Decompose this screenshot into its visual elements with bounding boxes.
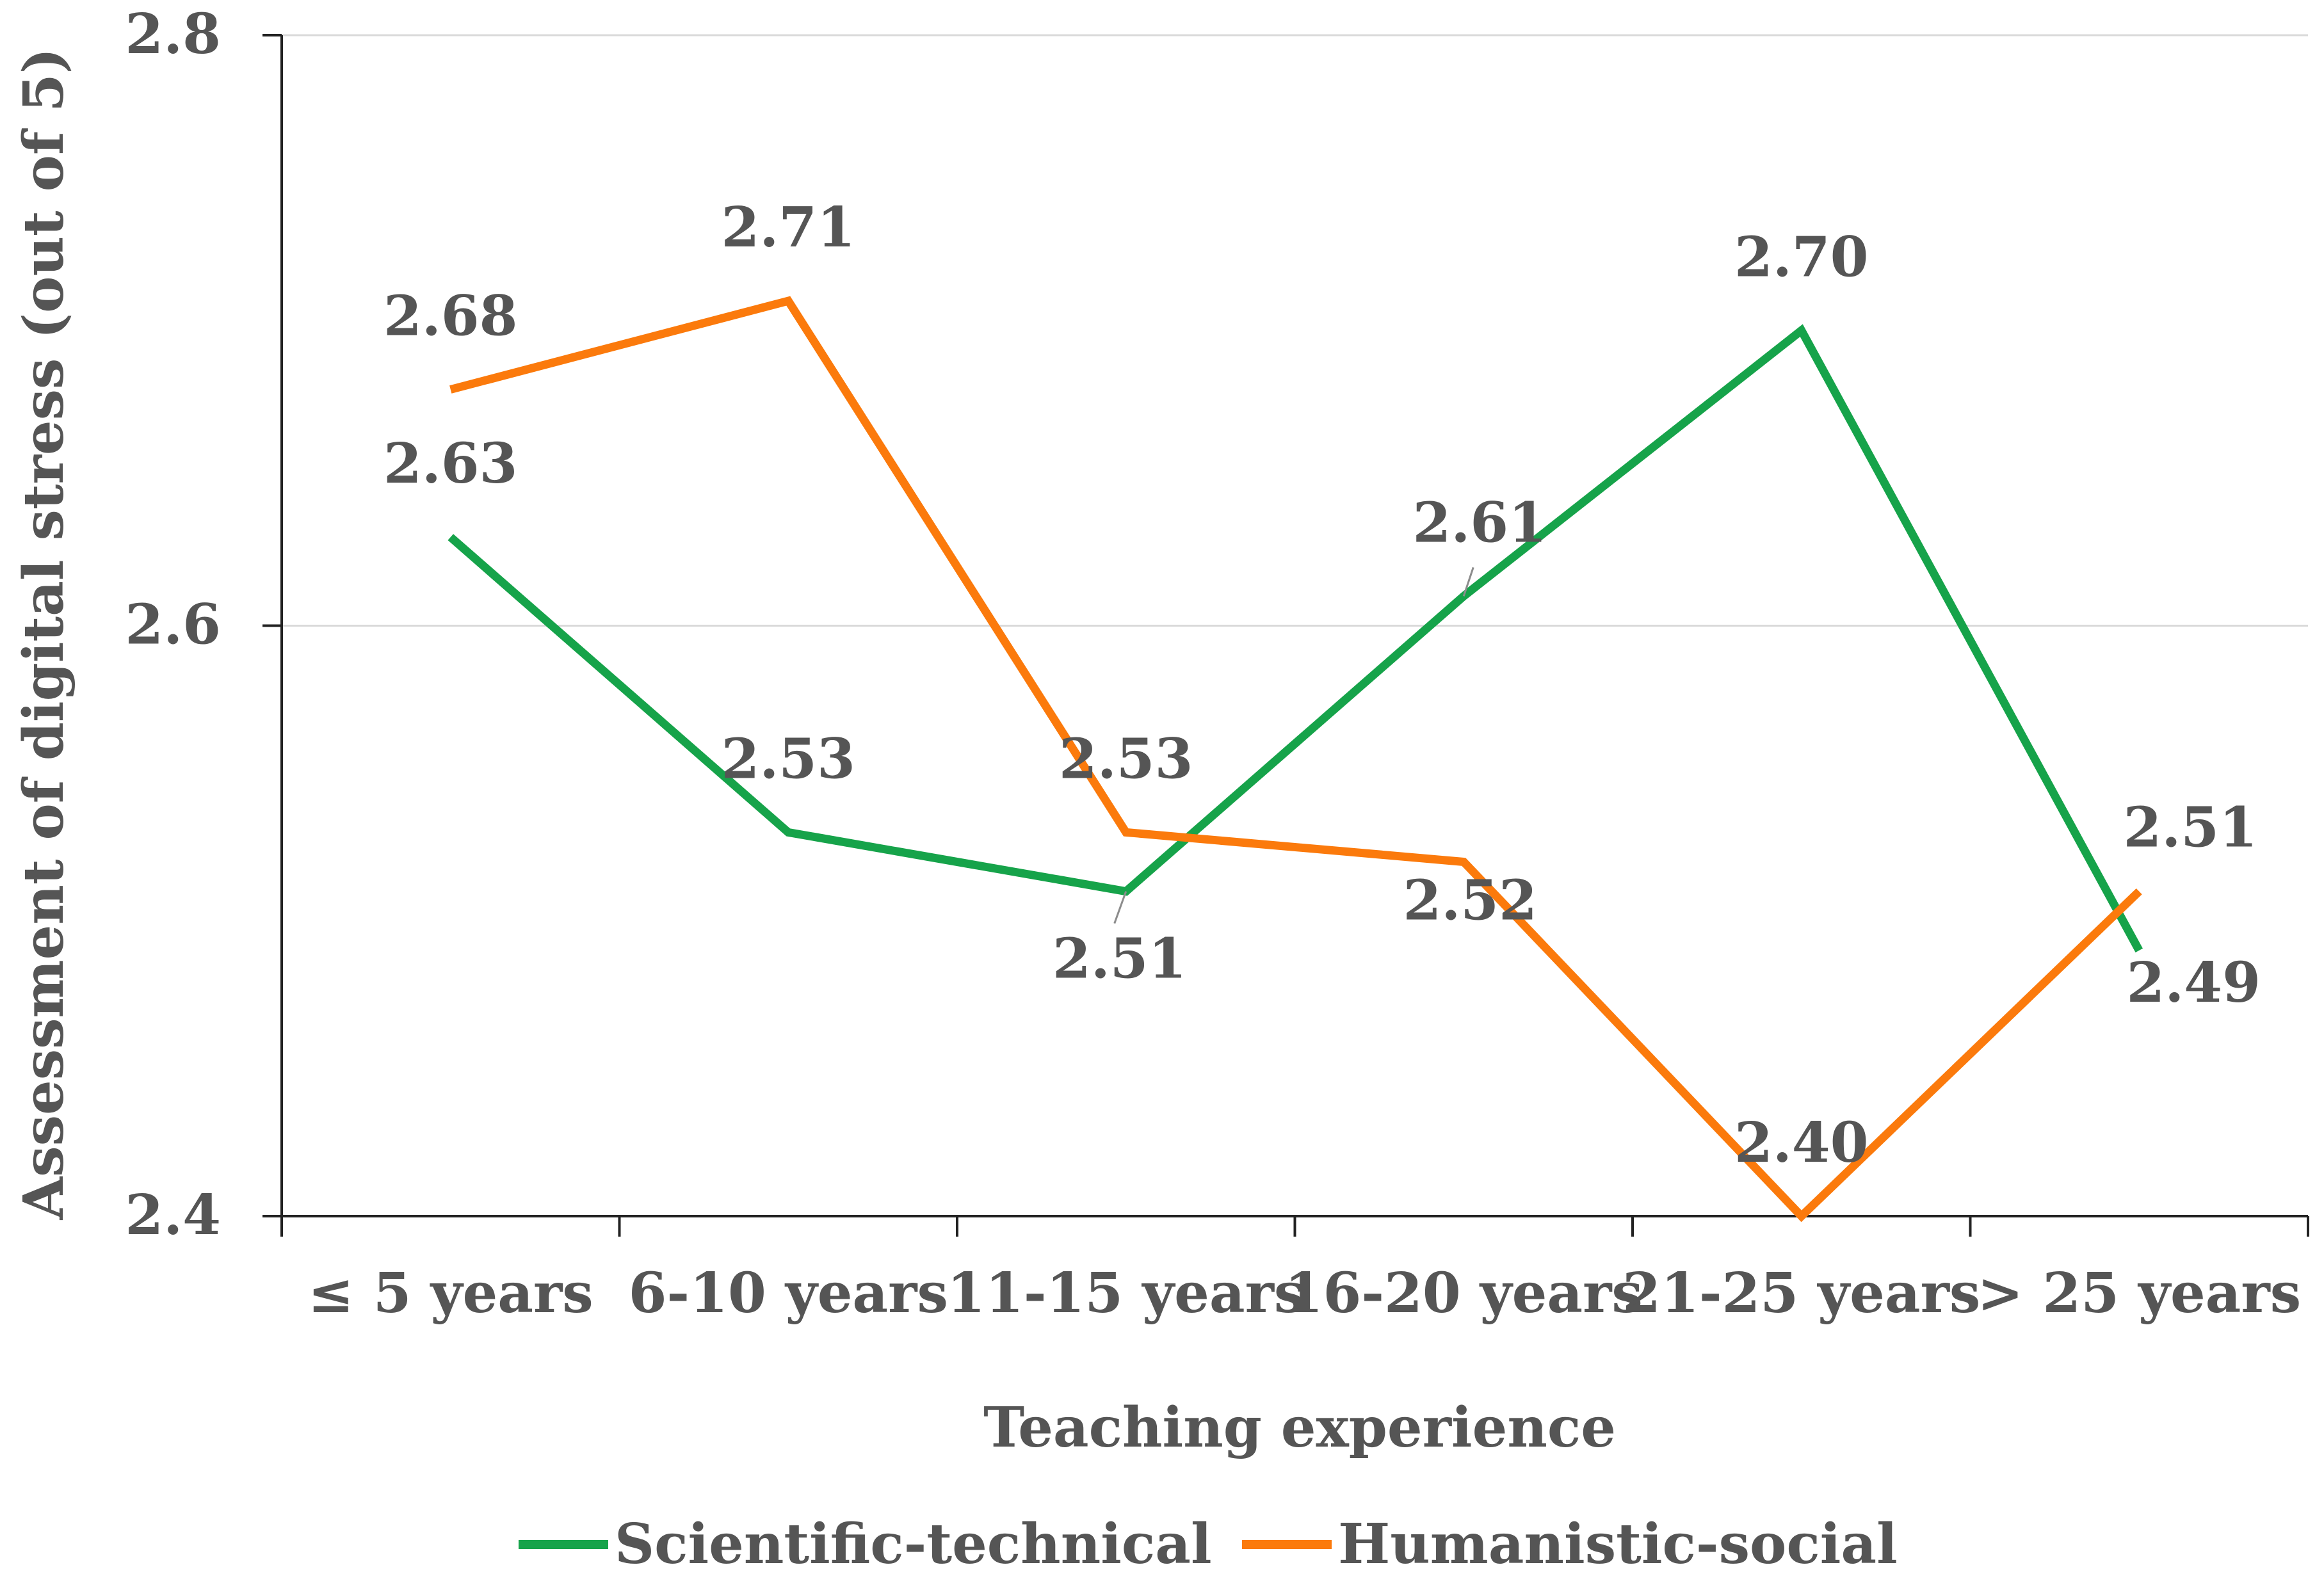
y-tick-label: 2.4 bbox=[125, 1183, 221, 1248]
x-axis-title: Teaching experience bbox=[983, 1395, 1616, 1460]
legend-label-scientific-technical: Scientific-technical bbox=[615, 1512, 1212, 1577]
legend-label-humanistic-social: Humanistic-social bbox=[1338, 1512, 1898, 1577]
data-labels: 2.63 2.53 2.51 2.61 2.70 2.49 2.68 2.71 2.53 2.52… bbox=[383, 195, 2261, 1175]
data-label-scientific-technical-1: 2.53 bbox=[722, 726, 855, 791]
x-tick-label-25-years: > 25 years bbox=[1977, 1261, 2301, 1326]
x-tick-label-21-25-years: 21-25 years bbox=[1622, 1261, 1980, 1326]
data-label-scientific-technical-3: 2.61 bbox=[1413, 490, 1547, 555]
label-leader-line bbox=[1113, 891, 1127, 924]
data-label-scientific-technical-5: 2.49 bbox=[2127, 951, 2261, 1015]
y-axis-title: Assessment of digital stress (out of 5) bbox=[12, 48, 76, 1221]
x-tick-label-6-10-years: 6-10 years bbox=[629, 1261, 948, 1326]
data-label-humanistic-social-2: 2.53 bbox=[1059, 726, 1193, 791]
data-label-scientific-technical-0: 2.63 bbox=[383, 431, 517, 496]
label-leader-line bbox=[1462, 566, 1474, 597]
data-label-humanistic-social-1: 2.71 bbox=[722, 195, 855, 260]
x-tick-label-5-years: ≤ 5 years bbox=[308, 1261, 593, 1326]
data-label-humanistic-social-5: 2.51 bbox=[2124, 796, 2257, 860]
x-tick-label-11-15-years: 11-15 years bbox=[947, 1261, 1305, 1326]
data-label-humanistic-social-0: 2.68 bbox=[383, 284, 517, 349]
y-tick-label: 2.8 bbox=[125, 2, 221, 67]
y-tick-label: 2.6 bbox=[125, 593, 221, 657]
gridlines bbox=[282, 34, 2308, 627]
series-line-scientific-technical bbox=[448, 324, 2143, 952]
legend: Scientific-technical Humanistic-social bbox=[519, 1512, 1898, 1577]
data-label-scientific-technical-2: 2.51 bbox=[1053, 927, 1186, 991]
x-tick-label-16-20-years: 16-20 years bbox=[1285, 1261, 1643, 1326]
series-lines bbox=[448, 296, 2143, 1223]
series-line-humanistic-social bbox=[449, 296, 2142, 1223]
data-label-scientific-technical-4: 2.70 bbox=[1734, 225, 1868, 289]
data-label-humanistic-social-3: 2.52 bbox=[1403, 869, 1537, 933]
data-label-humanistic-social-4: 2.40 bbox=[1734, 1111, 1868, 1175]
